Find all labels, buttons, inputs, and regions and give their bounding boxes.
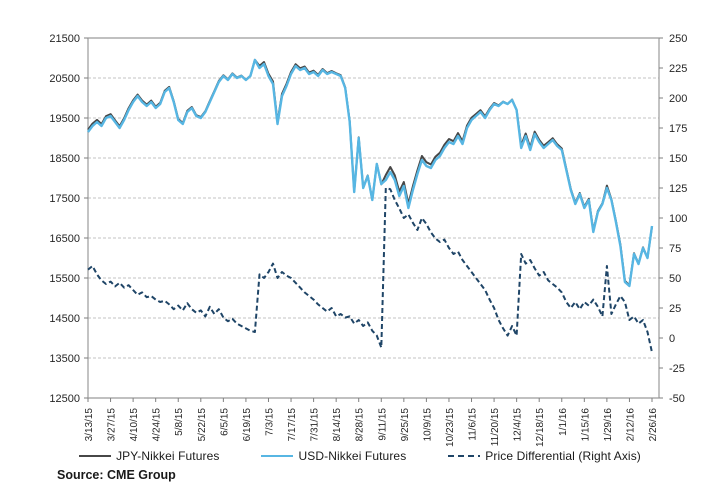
x-axis-label: 12/18/15 (535, 408, 546, 447)
right-axis-label: 125 (669, 183, 687, 195)
left-axis-label: 19500 (49, 113, 80, 125)
left-axis-label: 13500 (49, 353, 80, 365)
right-axis-label: -25 (669, 363, 685, 375)
x-axis-label: 5/22/15 (197, 408, 208, 442)
left-axis-label: 14500 (49, 313, 80, 325)
x-axis-label: 5/8/15 (174, 408, 185, 436)
left-axis-label: 18500 (49, 153, 80, 165)
usd-line-swatch-icon (261, 454, 294, 458)
series-line-usd-nikkei (87, 58, 654, 288)
x-axis-label: 8/28/15 (355, 408, 366, 442)
left-axis-label: 12500 (49, 393, 80, 405)
x-axis-label: 3/27/15 (107, 408, 118, 442)
right-axis-label: 225 (669, 63, 687, 75)
x-axis-label: 3/13/15 (84, 408, 95, 442)
x-axis-label: 7/3/15 (264, 408, 275, 436)
x-axis-label: 2/12/16 (625, 408, 636, 442)
x-axis-label: 7/17/15 (287, 408, 298, 442)
x-axis-label: 9/11/15 (377, 408, 388, 441)
x-axis-label: 1/29/16 (603, 408, 614, 442)
x-axis-label: 1/15/16 (580, 408, 591, 442)
diff-dashed-swatch-icon (448, 454, 481, 458)
right-axis-label: 0 (669, 333, 675, 345)
right-axis-label: -50 (669, 393, 685, 405)
x-axis-label: 9/25/15 (400, 408, 411, 442)
x-axis-label: 6/19/15 (242, 408, 253, 442)
chart-legend: JPY-Nikkei Futures USD-Nikkei Futures Pr… (0, 449, 720, 463)
jpy-line-swatch-icon (79, 455, 112, 457)
x-axis-label: 10/9/15 (422, 408, 433, 442)
x-axis-label: 10/23/15 (445, 408, 456, 447)
x-axis-label: 7/31/15 (310, 408, 321, 442)
x-axis-label: 4/10/15 (129, 408, 140, 442)
right-axis-label: 200 (669, 93, 687, 105)
nikkei-futures-chart: 21500 20500 19500 18500 17500 16500 15500 14500… (49, 33, 687, 447)
legend-label-usd: USD-Nikkei Futures (298, 449, 407, 463)
x-axis-label: 11/20/15 (490, 408, 501, 447)
right-axis-label: 25 (669, 303, 681, 315)
right-axis-label: 75 (669, 243, 681, 255)
right-axis-label: 175 (669, 123, 687, 135)
left-axis-label: 20500 (49, 73, 80, 85)
right-axis-label: 250 (669, 33, 687, 45)
series-line-price-differential (87, 187, 653, 353)
left-axis-label: 21500 (49, 33, 80, 45)
x-axis-label: 8/14/15 (332, 408, 343, 442)
legend-label-diff: Price Differential (Right Axis) (485, 449, 641, 463)
legend-item-usd-nikkei: USD-Nikkei Futures (261, 449, 406, 463)
x-axis-label: 4/24/15 (152, 408, 163, 442)
source-note: Source: CME Group (57, 468, 176, 482)
x-axis-label: 11/6/15 (468, 408, 479, 441)
x-axis-label: 1/1/16 (558, 408, 569, 436)
x-axis-label: 12/4/15 (513, 408, 524, 442)
left-axis-label: 15500 (49, 273, 80, 285)
right-axis-label: 100 (669, 213, 687, 225)
right-axis-label: 150 (669, 153, 687, 165)
left-axis-label: 17500 (49, 193, 80, 205)
x-axis-label: 2/26/16 (648, 408, 659, 442)
legend-item-jpy-nikkei: JPY-Nikkei Futures (79, 449, 219, 463)
x-axis-label: 6/5/15 (219, 408, 230, 436)
right-axis-label: 50 (669, 273, 681, 285)
legend-label-jpy: JPY-Nikkei Futures (116, 449, 220, 463)
legend-item-price-differential: Price Differential (Right Axis) (448, 449, 641, 463)
left-axis-label: 16500 (49, 233, 80, 245)
